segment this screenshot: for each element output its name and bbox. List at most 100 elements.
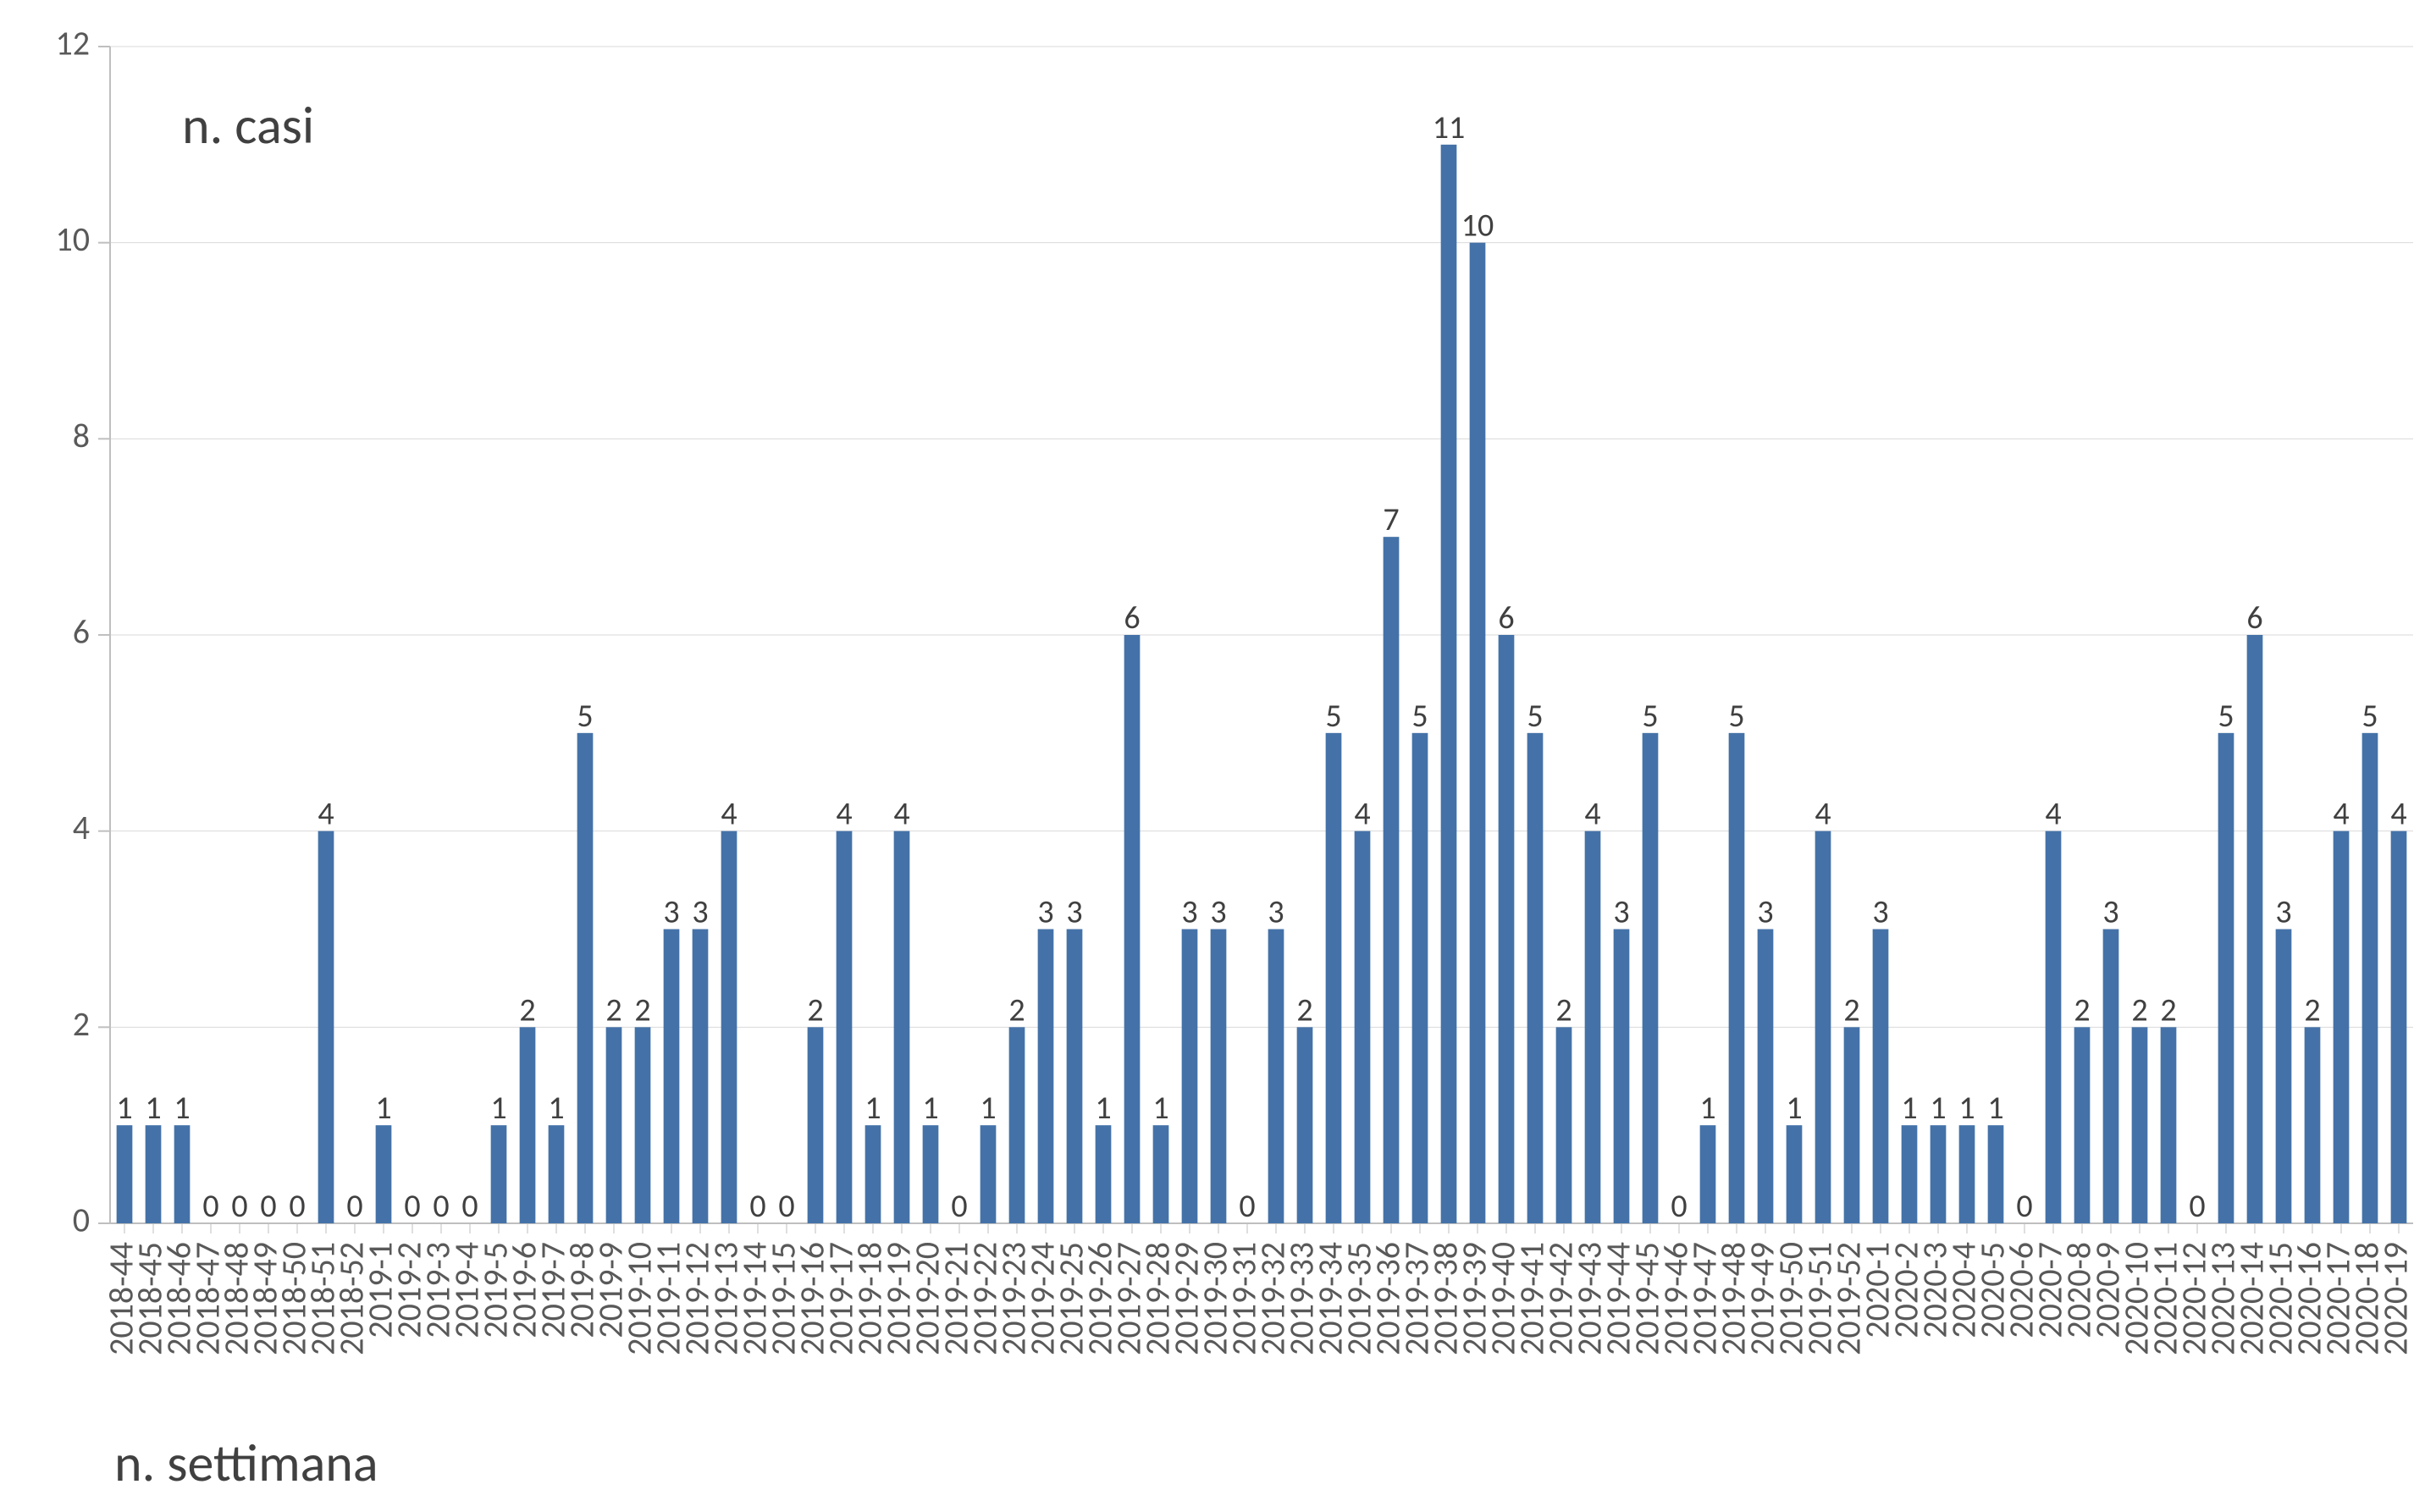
bar [1499, 635, 1515, 1223]
bar-value-label: 0 [346, 1187, 362, 1226]
bar-value-label: 2 [1296, 991, 1312, 1029]
y-tick-label: 0 [73, 1200, 90, 1241]
bar [491, 1125, 507, 1223]
bar-value-label: 0 [2016, 1187, 2032, 1226]
bar-value-label: 3 [1210, 893, 1226, 932]
bar-value-label: 2 [2304, 991, 2320, 1029]
bar [2362, 733, 2378, 1223]
bar [1326, 733, 1342, 1223]
bar-value-label: 1 [548, 1089, 564, 1128]
bar-value-label: 3 [2102, 893, 2118, 932]
bar [2247, 635, 2263, 1223]
bar [1441, 145, 1457, 1223]
bar [2074, 1027, 2091, 1223]
bar-value-label: 6 [1498, 599, 1514, 637]
y-tick-label: 12 [55, 23, 90, 64]
bar [2132, 1027, 2148, 1223]
bar-value-label: 5 [2361, 697, 2378, 736]
bar-value-label: 3 [1181, 893, 1197, 932]
bar [1873, 930, 1889, 1224]
bar [1355, 831, 1371, 1223]
bar-value-label: 4 [1584, 795, 1600, 834]
bar [1700, 1125, 1716, 1223]
bar [146, 1125, 162, 1223]
bar [980, 1125, 997, 1223]
bar [837, 831, 853, 1223]
bar [1815, 831, 1831, 1223]
bar [520, 1027, 536, 1223]
bar [2276, 930, 2292, 1224]
bar [1988, 1125, 2004, 1223]
bar-value-label: 1 [375, 1089, 391, 1128]
bar [1643, 733, 1659, 1223]
bar-value-label: 0 [778, 1187, 794, 1226]
bar [1729, 733, 1745, 1223]
bar [1470, 243, 1486, 1223]
bar-value-label: 2 [1555, 991, 1572, 1029]
bar [2103, 930, 2119, 1224]
bar [1384, 537, 1400, 1223]
bar [1067, 930, 1083, 1224]
x-axis-label: n. settimana [114, 1431, 378, 1495]
bar [1009, 1027, 1025, 1223]
bar-value-label: 2 [2131, 991, 2147, 1029]
bar [693, 930, 709, 1224]
bar [664, 930, 680, 1224]
bar [1959, 1125, 1975, 1223]
y-tick-label: 4 [73, 807, 90, 848]
bar-value-label: 6 [2246, 599, 2262, 637]
bar [1614, 930, 1630, 1224]
bar-value-label: 2 [605, 991, 621, 1029]
bar-value-label: 1 [116, 1089, 132, 1128]
y-tick-label: 10 [55, 218, 90, 260]
bar-value-label: 11 [1433, 108, 1466, 147]
bar-value-label: 4 [1354, 795, 1370, 834]
bar-chart: 02468101212018-4412018-4512018-4602018-4… [0, 0, 2436, 1512]
bar-value-label: 4 [2390, 795, 2406, 834]
bar-value-label: 10 [1461, 207, 1494, 246]
bar-value-label: 3 [663, 893, 679, 932]
bar-value-label: 1 [980, 1089, 996, 1128]
bar [1412, 733, 1428, 1223]
bar [174, 1125, 191, 1223]
bar [577, 733, 594, 1223]
bar [1758, 930, 1774, 1224]
bar [376, 1125, 392, 1223]
bar [894, 831, 910, 1223]
bar-value-label: 1 [1930, 1089, 1946, 1128]
bar-value-label: 0 [404, 1187, 420, 1226]
bar-value-label: 0 [260, 1187, 276, 1226]
bar-value-label: 5 [1642, 697, 1658, 736]
bar-value-label: 5 [2218, 697, 2234, 736]
bar-value-label: 1 [864, 1089, 881, 1128]
bar [2334, 831, 2350, 1223]
bar [635, 1027, 651, 1223]
bar-value-label: 5 [1527, 697, 1543, 736]
bar [2218, 733, 2234, 1223]
bar-value-label: 4 [318, 795, 334, 834]
bar [1268, 930, 1284, 1224]
bar-value-label: 5 [1728, 697, 1744, 736]
bar [1787, 1125, 1803, 1223]
y-tick-label: 6 [73, 611, 90, 653]
bar-value-label: 3 [1066, 893, 1082, 932]
bar-value-label: 3 [1268, 893, 1284, 932]
bar-value-label: 1 [1901, 1089, 1917, 1128]
bar-value-label: 6 [1124, 599, 1140, 637]
bar-value-label: 1 [1095, 1089, 1111, 1128]
bar-value-label: 3 [1872, 893, 1888, 932]
bar-value-label: 7 [1383, 500, 1399, 539]
bar-value-label: 4 [836, 795, 852, 834]
bar [1124, 635, 1141, 1223]
bar [1038, 930, 1054, 1224]
y-tick-label: 2 [73, 1003, 90, 1045]
x-tick-label: 2020-19 [2375, 1242, 2417, 1355]
bar [1902, 1125, 1918, 1223]
bar [1585, 831, 1601, 1223]
bar-value-label: 0 [461, 1187, 478, 1226]
bar-value-label: 0 [433, 1187, 449, 1226]
bar-value-label: 1 [1786, 1089, 1802, 1128]
bar-value-label: 0 [749, 1187, 765, 1226]
bar-value-label: 4 [1815, 795, 1831, 834]
bar-value-label: 5 [577, 697, 593, 736]
